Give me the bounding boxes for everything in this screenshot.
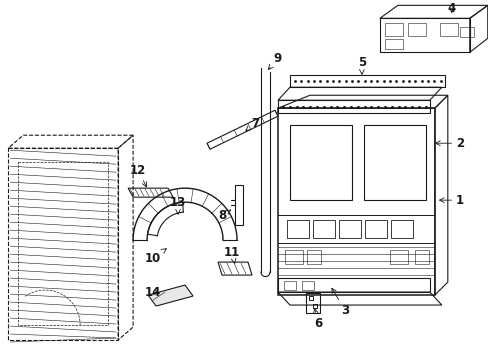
Text: 4: 4 xyxy=(447,2,455,15)
Text: 3: 3 xyxy=(331,288,348,316)
Bar xyxy=(312,220,334,238)
Bar xyxy=(389,250,407,264)
Text: 14: 14 xyxy=(144,285,161,298)
Bar xyxy=(459,27,473,37)
Text: 9: 9 xyxy=(268,52,282,69)
Bar xyxy=(286,220,308,238)
Bar xyxy=(289,125,351,200)
Bar xyxy=(305,293,319,313)
Bar xyxy=(364,220,386,238)
Text: 11: 11 xyxy=(224,246,240,263)
Text: 7: 7 xyxy=(245,117,259,131)
Bar xyxy=(407,23,425,36)
Polygon shape xyxy=(148,285,193,306)
Bar xyxy=(306,250,320,264)
Bar xyxy=(338,220,360,238)
Text: 1: 1 xyxy=(439,194,463,207)
Bar xyxy=(439,23,457,36)
Text: 2: 2 xyxy=(435,137,463,150)
Bar xyxy=(301,281,313,290)
Text: 6: 6 xyxy=(313,309,322,329)
Bar xyxy=(284,281,295,290)
Bar xyxy=(363,125,425,200)
Bar xyxy=(414,250,428,264)
Bar xyxy=(384,39,402,49)
Bar xyxy=(384,23,402,36)
Text: 10: 10 xyxy=(144,249,166,265)
Bar xyxy=(285,250,303,264)
Bar xyxy=(390,220,412,238)
Text: 5: 5 xyxy=(357,56,365,74)
Text: 12: 12 xyxy=(130,164,146,187)
Text: 8: 8 xyxy=(218,209,230,222)
Text: 13: 13 xyxy=(170,195,186,214)
